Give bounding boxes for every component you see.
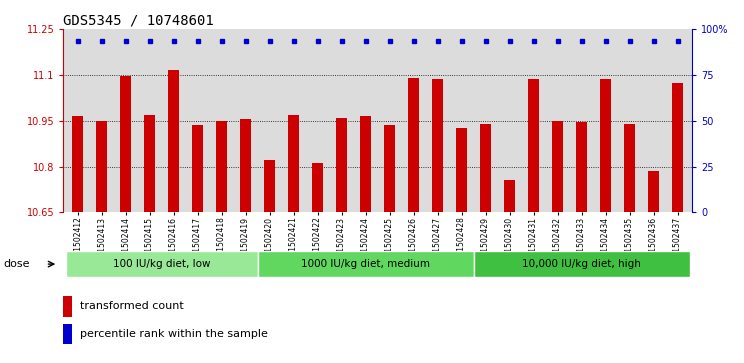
Text: transformed count: transformed count — [80, 301, 183, 311]
Bar — [456, 129, 467, 212]
Text: 10,000 IU/kg diet, high: 10,000 IU/kg diet, high — [522, 259, 641, 269]
Bar — [360, 116, 371, 212]
Bar — [63, 323, 72, 344]
Bar — [217, 121, 227, 212]
Bar — [474, 251, 690, 277]
Bar — [528, 79, 539, 212]
Bar — [96, 121, 107, 212]
Bar — [384, 125, 395, 212]
Bar — [648, 171, 659, 212]
Bar — [257, 251, 474, 277]
Bar — [288, 115, 299, 212]
Bar — [672, 82, 683, 212]
Bar — [168, 70, 179, 212]
Text: dose: dose — [4, 259, 31, 269]
Bar — [63, 296, 72, 317]
Bar — [72, 116, 83, 212]
Bar — [192, 125, 203, 212]
Text: 100 IU/kg diet, low: 100 IU/kg diet, low — [113, 259, 211, 269]
Bar — [600, 79, 611, 212]
Bar — [504, 180, 515, 212]
Bar — [336, 118, 347, 212]
Bar — [240, 119, 251, 212]
Bar — [624, 124, 635, 212]
Text: GDS5345 / 10748601: GDS5345 / 10748601 — [63, 14, 214, 28]
Bar — [144, 115, 155, 212]
Bar — [432, 79, 443, 212]
Text: 1000 IU/kg diet, medium: 1000 IU/kg diet, medium — [301, 259, 430, 269]
Bar — [121, 76, 131, 212]
Text: percentile rank within the sample: percentile rank within the sample — [80, 329, 268, 339]
Bar — [576, 122, 587, 212]
Bar — [65, 251, 257, 277]
Bar — [480, 124, 491, 212]
Bar — [264, 160, 275, 212]
Bar — [312, 163, 323, 212]
Bar — [408, 78, 419, 212]
Bar — [552, 121, 563, 212]
